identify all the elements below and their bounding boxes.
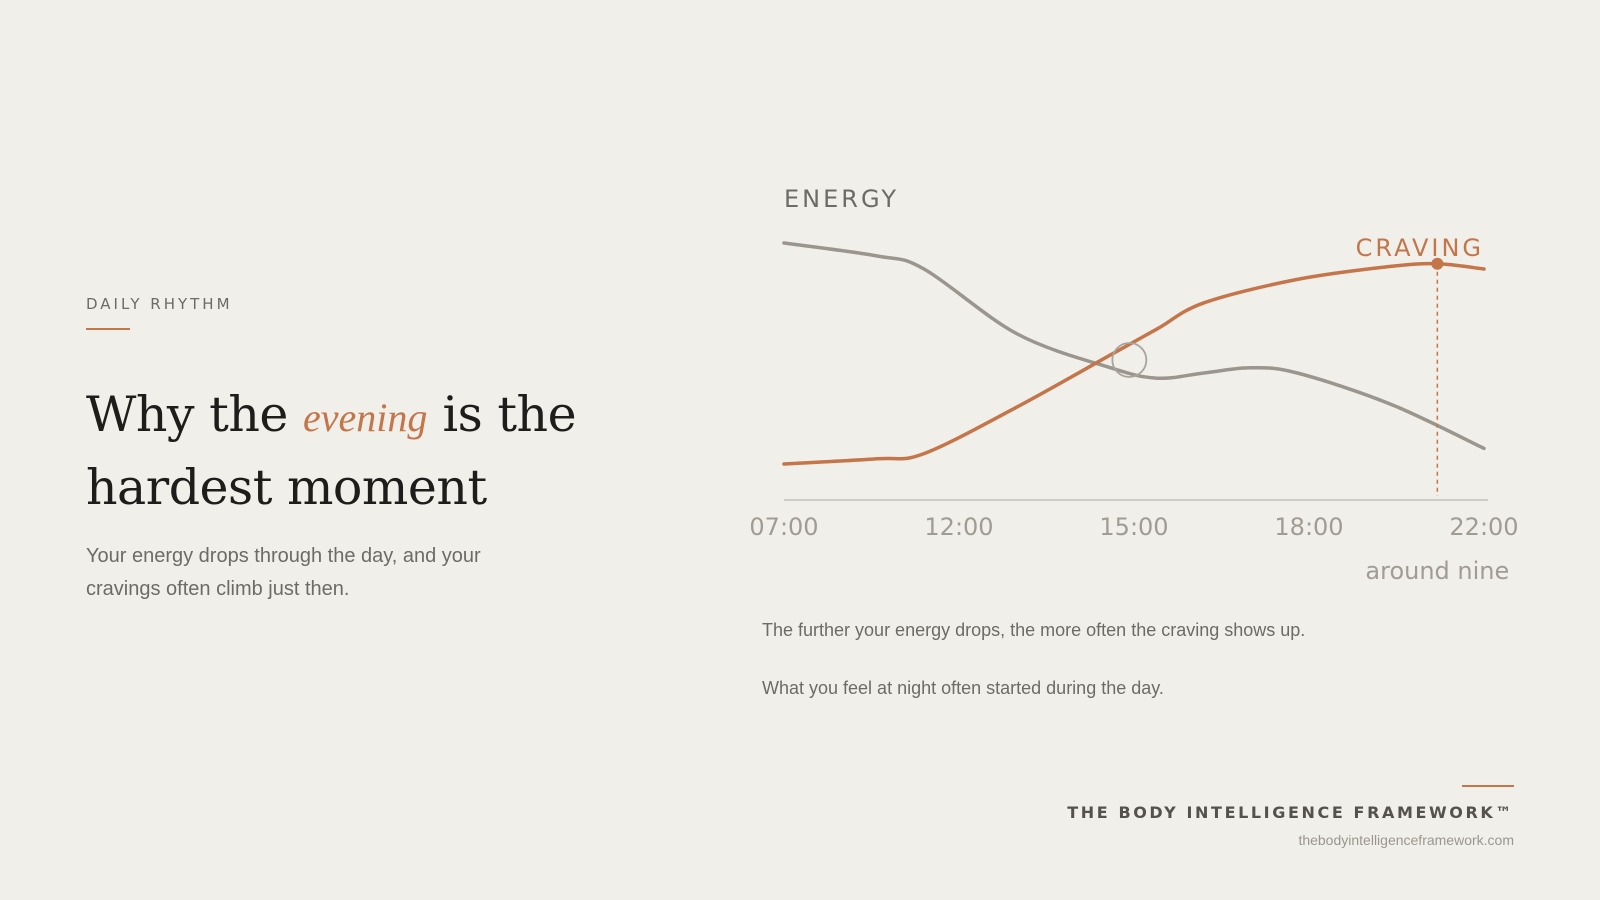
chart-svg: ENERGY CRAVING 07:00 12:00 15:00 18:00 22:00… xyxy=(749,185,1518,585)
x-tick-label: 15:00 xyxy=(1099,513,1168,541)
brand-name: THE BODY INTELLIGENCE FRAMEWORK™ xyxy=(1067,803,1514,822)
headline-accent: evening xyxy=(303,395,428,440)
x-axis-ticks: 07:00 12:00 15:00 18:00 22:00 xyxy=(749,513,1518,541)
intro-text: Your energy drops through the day, and y… xyxy=(86,545,481,600)
peak-marker-dot xyxy=(1431,257,1444,270)
energy-series-label: ENERGY xyxy=(784,185,899,213)
craving-series-label: CRAVING xyxy=(1356,234,1484,262)
craving-series-line xyxy=(782,261,1486,466)
crossover-ring xyxy=(1111,342,1148,378)
energy-craving-chart: ENERGY CRAVING 07:00 12:00 15:00 18:00 22:00… xyxy=(740,170,1540,600)
x-tick-label: 22:00 xyxy=(1449,513,1518,541)
footer-rule xyxy=(1462,785,1514,787)
x-tick-label: 12:00 xyxy=(924,513,993,541)
x-tick-label: 18:00 xyxy=(1274,513,1343,541)
energy-series-line xyxy=(782,241,1486,451)
annotation-label: around nine xyxy=(1365,557,1509,585)
eyebrow-label: DAILY RHYTHM xyxy=(86,295,233,313)
brand-url: thebodyintelligenceframework.com xyxy=(1298,832,1514,848)
note-1: The further your energy drops, the more … xyxy=(762,620,1306,640)
headline-after: is the hardest moment xyxy=(86,386,577,516)
note-2: What you feel at night often started dur… xyxy=(762,678,1164,698)
footer: THE BODY INTELLIGENCE FRAMEWORK™ thebody… xyxy=(1067,785,1514,848)
x-tick-label: 07:00 xyxy=(749,513,818,541)
eyebrow-rule xyxy=(86,328,130,330)
chart-notes: The further your energy drops, the more … xyxy=(762,620,1522,736)
page-title: Why the evening is the hardest moment xyxy=(86,380,726,523)
headline-before: Why the xyxy=(86,386,288,443)
